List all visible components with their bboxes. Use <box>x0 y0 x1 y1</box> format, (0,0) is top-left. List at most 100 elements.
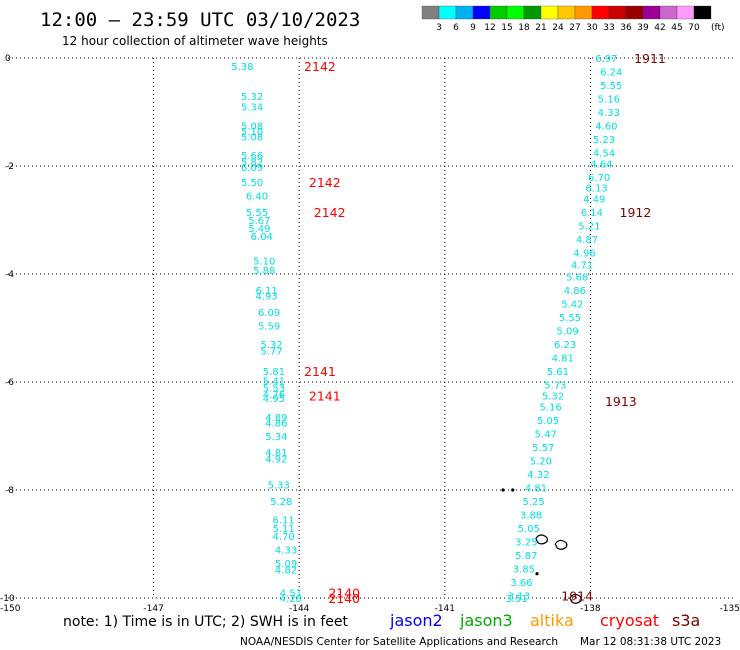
wave-height-label: 6.09 <box>258 308 280 319</box>
wave-height-label: 4.92 <box>265 455 287 466</box>
wave-height-label: 3.25 <box>515 537 537 548</box>
colorbar: 3 6 9 12 15 18 21 24 27 30 33 36 39 42 45 70 <box>421 5 712 33</box>
wave-height-label: 5.53 <box>263 383 285 394</box>
colorbar-swatch <box>625 5 644 20</box>
x-tick-label: -147 <box>143 604 163 614</box>
wave-height-label: 5.05 <box>537 416 559 427</box>
colorbar-swatch <box>557 5 576 20</box>
wave-height-label: 4.87 <box>576 235 598 246</box>
wave-height-label: 5.33 <box>268 481 290 492</box>
wave-height-label: 5.32 <box>260 340 282 351</box>
colorbar-label: 30 <box>586 23 598 33</box>
wave-height-label: 5.47 <box>535 429 557 440</box>
wave-height-label: 4.64 <box>590 159 612 170</box>
wave-height-label: 4.71 <box>571 260 593 271</box>
map-grid <box>8 57 736 599</box>
satellite-legend-jason3: jason3 <box>459 611 513 630</box>
x-tick-label: -141 <box>435 604 455 614</box>
y-tick-label: -4 <box>5 270 14 280</box>
wave-height-label: 5.55 <box>600 81 622 92</box>
y-tick-label: -8 <box>5 486 14 496</box>
wave-height-label: 6.40 <box>246 192 268 203</box>
colorbar-label: 21 <box>535 23 546 33</box>
wave-height-label: 5.57 <box>532 443 554 454</box>
wave-height-label: 5.55 <box>559 313 581 324</box>
pass-id-label: 1914 <box>561 588 593 603</box>
colorbar-swatch <box>591 5 610 20</box>
wave-height-layer: 5.385.325.345.085.105.085.665.826.095.50… <box>231 54 622 605</box>
satellite-legend-cryosat: cryosat <box>600 611 659 630</box>
wave-height-label: 5.20 <box>530 456 552 467</box>
wave-height-label: 5.34 <box>265 432 287 443</box>
wave-height-label: 5.66 <box>241 151 263 162</box>
wave-height-label: 5.49 <box>248 224 270 235</box>
pass-id-label: 1911 <box>634 51 666 66</box>
page-title: 12:00 – 23:59 UTC 03/10/2023 <box>40 9 360 31</box>
x-tick-label: -138 <box>580 604 601 614</box>
wave-height-label: 4.81 <box>265 448 287 459</box>
y-tick-label: -10 <box>0 594 15 604</box>
wave-height-label: 5.34 <box>241 103 263 114</box>
wave-height-label: 6.11 <box>273 516 295 527</box>
island-outline <box>535 534 549 545</box>
wave-height-label: 6.09 <box>241 163 263 174</box>
pass-id-label: 2141 <box>304 364 336 379</box>
wave-height-label: 5.16 <box>539 402 561 413</box>
colorbar-label: 33 <box>603 23 614 33</box>
wave-height-label: 5.28 <box>270 497 292 508</box>
wave-height-label: 3.51 <box>505 594 527 605</box>
colorbar-swatch <box>523 5 542 20</box>
wave-height-label: 4.60 <box>595 122 617 133</box>
island-dot <box>511 488 515 492</box>
colorbar-label: 6 <box>453 23 459 33</box>
y-tick-label: -6 <box>5 378 14 388</box>
colorbar-label: 18 <box>518 23 530 33</box>
wave-height-label: 3.88 <box>520 510 542 521</box>
footer-timestamp: Mar 12 08:31:38 UTC 2023 <box>580 636 721 648</box>
colorbar-label: 36 <box>620 23 632 33</box>
satellite-legend: jason2 jason3 altika cryosat s3a <box>389 611 700 630</box>
wave-height-label: 5.55 <box>246 208 268 219</box>
satellite-legend-jason2: jason2 <box>389 611 443 630</box>
wave-height-label: 5.10 <box>241 127 263 138</box>
wave-height-label: 5.05 <box>518 524 540 535</box>
pass-id-label: 1912 <box>620 205 652 220</box>
colorbar-swatch <box>608 5 627 20</box>
wave-height-label: 5.82 <box>241 158 263 169</box>
wave-height-label: 5.42 <box>561 300 583 311</box>
colorbar-label: 24 <box>552 23 564 33</box>
footer-credit: NOAA/NESDIS Center for Satellite Applica… <box>240 636 558 648</box>
colorbar-swatch <box>455 5 474 20</box>
x-tick-label: -144 <box>289 604 310 614</box>
island-outline <box>569 593 583 604</box>
x-tick-label: -150 <box>0 604 21 614</box>
wave-height-label: 5.73 <box>544 381 566 392</box>
colorbar-swatch <box>472 5 491 20</box>
island-dot <box>535 572 539 576</box>
colorbar-label: 15 <box>501 23 512 33</box>
satellite-legend-s3a: s3a <box>672 611 700 630</box>
wave-height-label: 5.09 <box>556 327 578 338</box>
wave-height-label: 4.93 <box>256 292 278 303</box>
wave-height-label: 5.68 <box>566 273 588 284</box>
colorbar-swatch <box>489 5 508 20</box>
colorbar-label: 27 <box>569 23 580 33</box>
wave-height-label: 4.81 <box>552 354 574 365</box>
wave-height-label: 4.32 <box>527 470 549 481</box>
wave-height-label: 4.86 <box>265 419 287 430</box>
wave-height-label: 6.13 <box>586 184 608 195</box>
wave-height-label: 5.67 <box>248 216 270 227</box>
pass-id-label: 2142 <box>309 175 341 190</box>
wave-height-label: 4.82 <box>275 565 297 576</box>
wave-height-label: 3.85 <box>513 564 535 575</box>
colorbar-swatch <box>421 5 440 20</box>
wave-height-label: 4.51 <box>280 589 302 600</box>
wave-height-label: 5.59 <box>258 321 280 332</box>
wave-height-label: 6.24 <box>600 68 622 79</box>
wave-height-label: 5.61 <box>547 367 569 378</box>
pass-id-label: 2140 <box>328 591 360 606</box>
wave-height-label: 5.09 <box>275 559 297 570</box>
wave-height-label: 4.54 <box>593 149 615 160</box>
